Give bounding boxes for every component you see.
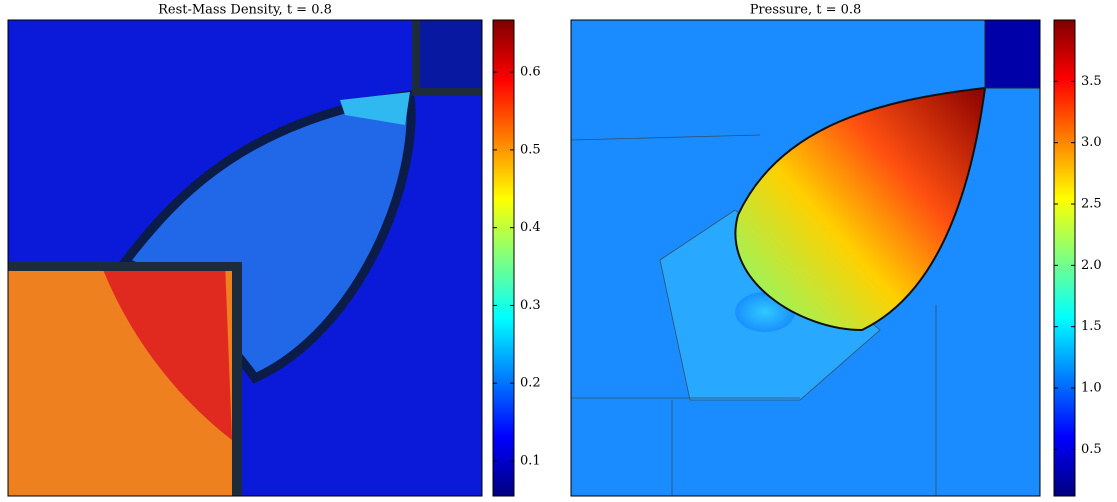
colorbar-tick-label: 1.5 bbox=[1081, 319, 1102, 334]
colorbar bbox=[492, 19, 515, 497]
colorbar bbox=[1053, 19, 1076, 497]
colorbar-tick-label: 0.1 bbox=[520, 454, 541, 469]
colorbar-tick-label: 1.0 bbox=[1081, 381, 1102, 396]
pressure-map bbox=[571, 20, 1040, 496]
chart-title: Rest-Mass Density, t = 0.8 bbox=[158, 3, 332, 18]
colorbar-tick-label: 0.6 bbox=[520, 65, 541, 80]
plot-frame bbox=[7, 19, 483, 497]
density-map bbox=[8, 20, 482, 496]
colorbar-tick-label: 2.0 bbox=[1081, 258, 1102, 273]
colorbar-tick-label: 3.5 bbox=[1081, 74, 1102, 89]
chart-title: Pressure, t = 0.8 bbox=[750, 3, 862, 18]
colorbar-tick-label: 0.4 bbox=[520, 220, 541, 235]
colorbar-tick-label: 0.3 bbox=[520, 298, 541, 313]
colorbar-tick-label: 0.5 bbox=[520, 142, 541, 157]
colorbar-tick-label: 2.5 bbox=[1081, 197, 1102, 212]
colorbar-tick-label: 0.2 bbox=[520, 376, 541, 391]
colorbar-tick-label: 3.0 bbox=[1081, 135, 1102, 150]
plot-frame bbox=[570, 19, 1041, 497]
colorbar-tick-label: 0.5 bbox=[1081, 442, 1102, 457]
